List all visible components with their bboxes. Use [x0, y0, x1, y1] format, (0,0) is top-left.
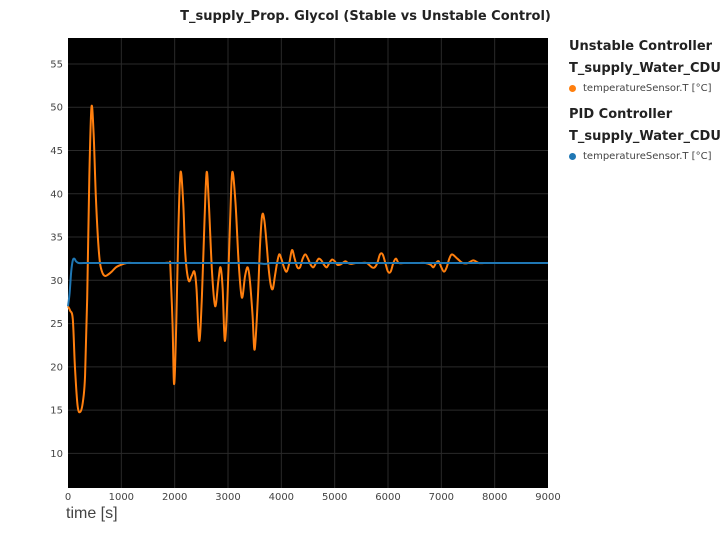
- legend-subtitle-pid: T_supply_Water_CDU2: [569, 129, 721, 144]
- legend-item-pid[interactable]: temperatureSensor.T [°C]: [569, 150, 721, 174]
- x-tick-labels: 0 1000 2000 3000 4000 5000 6000 7000 8000 9000: [65, 492, 561, 503]
- y-tick-label: 10: [50, 449, 63, 460]
- y-tick-label: 35: [50, 233, 63, 244]
- x-tick-label: 4000: [269, 492, 294, 503]
- x-tick-label: 6000: [375, 492, 400, 503]
- chart-title: T_supply_Prop. Glycol (Stable vs Unstabl…: [180, 9, 551, 24]
- x-tick-label: 2000: [162, 492, 187, 503]
- x-tick-label: 1000: [109, 492, 134, 503]
- y-tick-label: 30: [50, 276, 63, 287]
- x-tick-label: 0: [65, 492, 71, 503]
- legend-item-unstable[interactable]: temperatureSensor.T [°C]: [569, 82, 721, 106]
- legend-group-title-unstable: Unstable Controller: [569, 39, 713, 54]
- x-tick-label: 7000: [429, 492, 454, 503]
- y-tick-label: 20: [50, 362, 63, 373]
- series-lines: [67, 104, 548, 414]
- legend-marker-pid: [569, 153, 576, 160]
- x-axis-label: time [s]: [66, 505, 118, 522]
- y-tick-label: 25: [50, 319, 63, 330]
- x-tick-label: 9000: [535, 492, 560, 503]
- y-tick-label: 15: [50, 406, 63, 417]
- legend-marker-unstable: [569, 85, 576, 92]
- y-tick-label: 50: [50, 103, 63, 114]
- x-tick-label: 8000: [482, 492, 507, 503]
- y-tick-label: 45: [50, 146, 63, 157]
- legend-group-title-pid: PID Controller: [569, 107, 673, 122]
- x-tick-label: 5000: [322, 492, 347, 503]
- y-tick-label: 40: [50, 189, 63, 200]
- y-tick-labels: 10 15 20 25 30 35 40 45 50 55: [50, 59, 63, 459]
- legend-item-label-pid: temperatureSensor.T [°C]: [583, 151, 712, 162]
- legend: Unstable Controller T_supply_Water_CDU2 …: [569, 38, 721, 174]
- x-tick-label: 3000: [215, 492, 240, 503]
- legend-item-label-unstable: temperatureSensor.T [°C]: [583, 83, 712, 94]
- legend-subtitle-unstable: T_supply_Water_CDU2: [569, 61, 721, 76]
- y-tick-label: 55: [50, 59, 63, 70]
- series-line-pid: [67, 257, 548, 307]
